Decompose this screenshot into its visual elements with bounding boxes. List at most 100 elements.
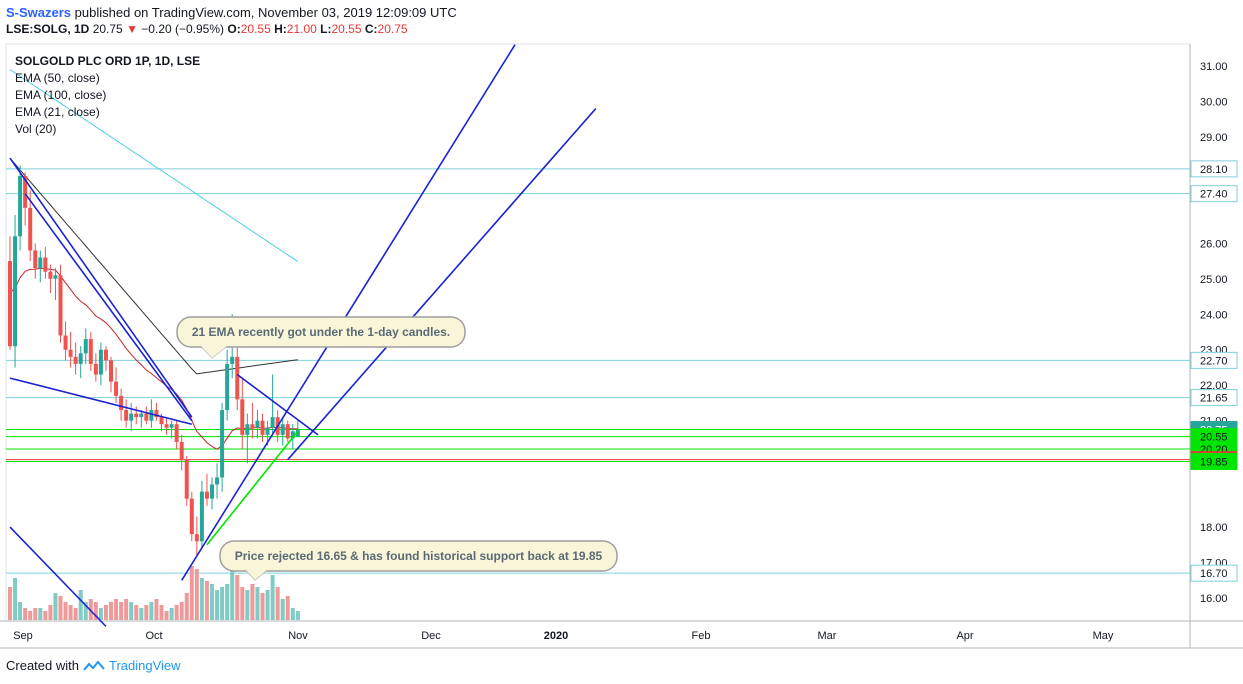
- price-label: 21.65: [1200, 393, 1228, 405]
- price-label-box: [1190, 452, 1238, 470]
- volume-bar: [134, 605, 139, 620]
- volume-bar: [78, 590, 83, 620]
- price-label: 22.70: [1200, 355, 1228, 367]
- candle[interactable]: [109, 360, 113, 382]
- price-label-box: [1190, 389, 1238, 407]
- candle[interactable]: [103, 349, 108, 361]
- candle[interactable]: [164, 424, 169, 428]
- x-tick-label: 2020: [544, 630, 568, 642]
- candle[interactable]: [235, 356, 240, 400]
- candle[interactable]: [28, 207, 33, 251]
- candle[interactable]: [250, 424, 255, 428]
- candle[interactable]: [189, 498, 194, 535]
- volume-bar: [215, 590, 220, 620]
- candle[interactable]: [194, 534, 199, 542]
- candle[interactable]: [199, 491, 204, 542]
- legend-ema50[interactable]: EMA (50, close): [15, 71, 100, 85]
- candle[interactable]: [98, 349, 103, 375]
- candle[interactable]: [83, 339, 88, 354]
- candle[interactable]: [53, 275, 58, 279]
- high-value: 21.00: [286, 22, 317, 36]
- candle[interactable]: [245, 424, 250, 435]
- trend-line[interactable]: [9, 526, 107, 627]
- candle[interactable]: [255, 420, 260, 428]
- candle[interactable]: [88, 339, 93, 364]
- ema50-line[interactable]: [9, 157, 298, 375]
- candle[interactable]: [169, 424, 174, 428]
- ema21-line[interactable]: [9, 267, 298, 450]
- candle[interactable]: [134, 413, 139, 418]
- candle[interactable]: [63, 335, 68, 350]
- trend-line[interactable]: [236, 373, 319, 436]
- volume-bar: [73, 608, 78, 620]
- x-tick-label: Nov: [288, 630, 308, 642]
- tradingview-brand[interactable]: TradingView: [108, 658, 181, 673]
- footer: Created with TradingView: [6, 658, 181, 673]
- candle[interactable]: [220, 410, 225, 478]
- candle[interactable]: [93, 363, 98, 375]
- author-link[interactable]: S-Swazers: [6, 5, 72, 20]
- candle[interactable]: [43, 257, 48, 272]
- candle[interactable]: [13, 236, 18, 347]
- candle[interactable]: [204, 491, 209, 499]
- annotation-callout[interactable]: 21 EMA recently got under the 1-day cand…: [176, 316, 466, 359]
- trend-line[interactable]: [287, 108, 597, 461]
- candle[interactable]: [68, 349, 73, 357]
- candle[interactable]: [184, 459, 189, 499]
- chart-legend: SOLGOLD PLC ORD 1P, 1D, LSE EMA (50, clo…: [15, 53, 200, 138]
- candle[interactable]: [179, 441, 184, 460]
- candle[interactable]: [210, 484, 214, 499]
- volume-bar: [179, 602, 184, 620]
- candle[interactable]: [270, 417, 275, 428]
- volume-bar: [204, 581, 209, 620]
- candle[interactable]: [78, 353, 83, 364]
- ema100-line[interactable]: [9, 69, 299, 263]
- candle[interactable]: [154, 410, 159, 418]
- candle[interactable]: [129, 413, 134, 421]
- candle[interactable]: [174, 424, 179, 442]
- candle[interactable]: [265, 427, 270, 435]
- candle[interactable]: [230, 356, 235, 364]
- candle[interactable]: [18, 175, 23, 237]
- last-price: 20.75: [92, 22, 123, 36]
- candle[interactable]: [225, 363, 230, 411]
- candle[interactable]: [33, 250, 38, 269]
- high-label: H:: [274, 22, 287, 36]
- candle[interactable]: [290, 431, 295, 439]
- ohlc-row: LSE:SOLG, 1D 20.75 ▼ −0.20 (−0.95%) O:20…: [6, 21, 457, 38]
- candle[interactable]: [124, 410, 129, 421]
- annotation-callout[interactable]: Price rejected 16.65 & has found histori…: [219, 540, 618, 581]
- trend-line[interactable]: [206, 430, 299, 546]
- candle[interactable]: [23, 175, 28, 208]
- legend-volume[interactable]: Vol (20): [15, 122, 57, 136]
- volume-bar: [58, 596, 63, 620]
- volume-bar: [265, 590, 270, 620]
- candle[interactable]: [73, 356, 78, 364]
- candle[interactable]: [215, 477, 220, 485]
- candle[interactable]: [58, 275, 63, 336]
- candle[interactable]: [38, 257, 43, 269]
- candle[interactable]: [295, 429, 300, 437]
- candle[interactable]: [285, 424, 290, 439]
- volume-bar: [63, 602, 68, 620]
- candle[interactable]: [280, 424, 285, 435]
- candle[interactable]: [114, 381, 119, 396]
- candle[interactable]: [240, 399, 245, 435]
- trend-line[interactable]: [9, 377, 192, 425]
- candle[interactable]: [159, 417, 164, 425]
- candle[interactable]: [8, 261, 12, 347]
- legend-ema21[interactable]: EMA (21, close): [15, 105, 100, 119]
- candle[interactable]: [48, 271, 53, 279]
- trend-line[interactable]: [181, 44, 516, 581]
- volume-bar: [8, 587, 12, 620]
- candle[interactable]: [139, 413, 144, 418]
- volume-bar: [83, 602, 88, 620]
- candle[interactable]: [260, 420, 265, 435]
- candle[interactable]: [149, 410, 154, 421]
- candle[interactable]: [119, 395, 124, 411]
- trend-line[interactable]: [9, 157, 193, 418]
- legend-ema100[interactable]: EMA (100, close): [15, 88, 107, 102]
- trend-line[interactable]: [24, 193, 193, 422]
- candle[interactable]: [144, 413, 149, 421]
